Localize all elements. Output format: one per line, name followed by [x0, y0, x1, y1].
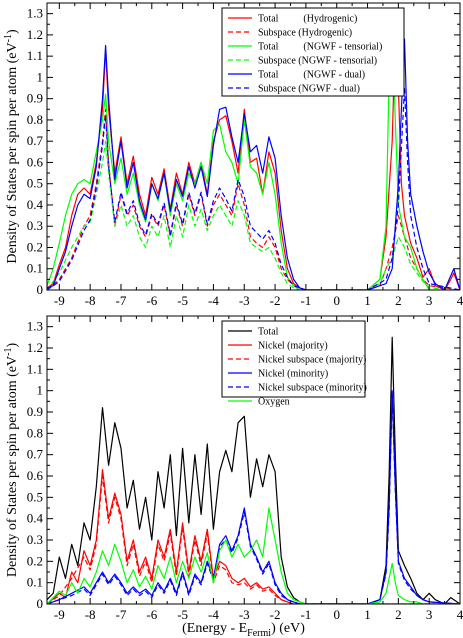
x-tick-label: 3 — [426, 607, 433, 622]
x-tick-label: -5 — [177, 293, 188, 308]
x-tick-label: -2 — [270, 607, 281, 622]
y-tick-label: 0 — [37, 596, 44, 611]
x-tick-label: -1 — [300, 607, 311, 622]
x-tick-label: -2 — [270, 293, 281, 308]
x-tick-label: 4 — [457, 607, 463, 622]
legend-label: Nickel subspace (majority) — [258, 355, 366, 366]
x-tick-label: -8 — [85, 293, 96, 308]
legend-label: Nickel subspace (minority) — [258, 383, 367, 394]
y-tick-label: 0.2 — [27, 553, 43, 568]
y-tick-label: 1.2 — [27, 27, 43, 42]
y-tick-label: 0.2 — [27, 239, 43, 254]
series-line-6 — [47, 507, 460, 604]
y-tick-label: 0 — [37, 282, 44, 297]
y-tick-label: 0.7 — [27, 447, 44, 462]
x-tick-label: -9 — [54, 293, 65, 308]
legend-label: Nickel (majority) — [258, 341, 328, 352]
y-tick-label: 0.1 — [27, 261, 43, 276]
y-axis-label: Density of States per spin per atom (eV-… — [3, 29, 20, 264]
y-tick-label: 0.4 — [27, 511, 44, 526]
x-tick-label: 1 — [364, 607, 371, 622]
series-line-5 — [47, 394, 460, 604]
x-axis-label: (Energy - EFermi) (eV) — [182, 621, 305, 638]
legend: Total (Hydrogenic) Subspace (Hydrogenic) T… — [221, 7, 405, 97]
x-tick-label: 0 — [333, 293, 340, 308]
x-tick-label: 3 — [426, 293, 433, 308]
y-tick-label: 0.3 — [27, 218, 43, 233]
y-tick-label: 1.3 — [27, 6, 43, 21]
x-tick-label: -9 — [54, 607, 65, 622]
y-tick-label: 0.8 — [27, 425, 43, 440]
x-tick-label: -5 — [177, 607, 188, 622]
legend: Total Nickel (majority) Nickel subspace (m… — [221, 320, 367, 408]
y-tick-label: 0.6 — [27, 468, 44, 483]
x-tick-label: -4 — [208, 293, 219, 308]
x-tick-label: 0 — [333, 607, 340, 622]
y-tick-label: 0.7 — [27, 133, 44, 148]
series-line-1 — [47, 336, 460, 604]
x-tick-label: -6 — [146, 293, 157, 308]
legend-label: Oxygen — [258, 397, 290, 408]
x-tick-label: 2 — [395, 293, 402, 308]
x-tick-label: 1 — [364, 293, 371, 308]
x-tick-label: -6 — [146, 607, 157, 622]
y-tick-label: 1.1 — [27, 48, 43, 63]
x-tick-label: -3 — [239, 293, 250, 308]
y-tick-label: 0.5 — [27, 489, 43, 504]
y-tick-label: 1.2 — [27, 340, 43, 355]
y-tick-label: 0.8 — [27, 112, 43, 127]
legend-label: Total (NGWF - tensorial) — [258, 42, 382, 53]
legend-label: Subspace (Hydrogenic) — [258, 28, 352, 39]
x-tick-label: -8 — [85, 607, 96, 622]
y-tick-label: 1 — [37, 69, 44, 84]
legend-label: Total (Hydrogenic) — [258, 14, 357, 25]
legend-label: Total — [258, 327, 279, 338]
x-tick-label: -4 — [208, 607, 219, 622]
x-tick-label: -3 — [239, 607, 250, 622]
x-tick-label: -7 — [116, 293, 127, 308]
plot-area — [47, 336, 460, 604]
y-tick-label: 0.6 — [27, 154, 44, 169]
legend-label: Nickel (minority) — [258, 369, 328, 380]
x-tick-label: 4 — [457, 293, 463, 308]
y-axis-label: Density of States per spin per atom (eV-… — [3, 343, 20, 578]
x-tick-label: -7 — [116, 607, 127, 622]
panel-bottom: -9 -8 -7 -6 -5 -4 -3 -2 -1 0 1 2 3 4 0 0.1 0.2 0.3 0.4 0.5 0… — [3, 315, 463, 638]
x-tick-label: -1 — [300, 293, 311, 308]
legend-box — [221, 7, 405, 97]
series-line-4 — [47, 390, 460, 604]
series-line-5 — [47, 38, 460, 290]
y-tick-label: 0.3 — [27, 532, 43, 547]
y-tick-label: 0.9 — [27, 404, 43, 419]
y-tick-label: 0.9 — [27, 91, 43, 106]
y-tick-label: 1 — [37, 383, 44, 398]
plot-frame — [46, 2, 461, 291]
series-line-6 — [47, 87, 460, 290]
y-tick-label: 0.5 — [27, 176, 43, 191]
legend-label: Total (NGWF - dual) — [258, 70, 365, 81]
x-tick-label: 2 — [395, 607, 402, 622]
panel-top: -9 -8 -7 -6 -5 -4 -3 -2 -1 0 1 2 3 4 0 0.1 0.2 0.3 0.4 0.5 0… — [3, 2, 463, 308]
plot-area — [47, 23, 460, 290]
legend-label: Subspace (NGWF - dual) — [258, 84, 360, 95]
y-tick-label: 0.1 — [27, 575, 43, 590]
y-tick-label: 1.1 — [27, 361, 43, 376]
plot-frame — [46, 315, 461, 605]
y-tick-label: 0.4 — [27, 197, 44, 212]
y-tick-label: 1.3 — [27, 319, 43, 334]
series-line-4 — [47, 140, 460, 290]
legend-label: Subspace (NGWF - tensorial) — [258, 56, 377, 67]
